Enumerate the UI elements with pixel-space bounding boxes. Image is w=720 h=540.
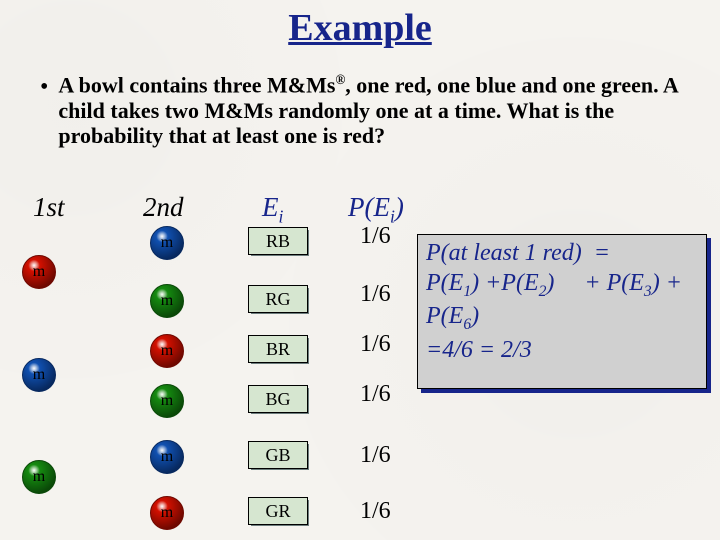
probability-2: 1/6 bbox=[360, 331, 391, 358]
event-box-label: GR bbox=[248, 497, 308, 525]
mm-ball-second-3: m bbox=[150, 384, 184, 418]
mm-label: m bbox=[22, 358, 56, 392]
mm-label: m bbox=[150, 226, 184, 260]
header-ei: Ei bbox=[262, 192, 283, 227]
probability-3: 1/6 bbox=[360, 381, 391, 408]
event-box-label: RG bbox=[248, 285, 308, 313]
problem-text: A bowl contains three M&Ms®, one red, on… bbox=[58, 72, 690, 148]
header-second-pick: 2nd bbox=[143, 192, 184, 223]
mm-ball-first-0: m bbox=[22, 255, 56, 289]
event-box-label: GB bbox=[248, 441, 308, 469]
event-box-RG: RG bbox=[248, 285, 306, 311]
bullet-dot: • bbox=[40, 75, 48, 99]
event-box-RB: RB bbox=[248, 227, 306, 253]
event-box-GR: GR bbox=[248, 497, 306, 523]
mm-ball-second-2: m bbox=[150, 334, 184, 368]
event-box-label: BG bbox=[248, 385, 308, 413]
mm-label: m bbox=[22, 460, 56, 494]
mm-ball-second-0: m bbox=[150, 226, 184, 260]
event-box-BG: BG bbox=[248, 385, 306, 411]
mm-label: m bbox=[150, 284, 184, 318]
event-box-label: RB bbox=[248, 227, 308, 255]
mm-ball-first-1: m bbox=[22, 358, 56, 392]
mm-ball-second-1: m bbox=[150, 284, 184, 318]
header-first-pick: 1st bbox=[33, 192, 65, 223]
mm-label: m bbox=[150, 334, 184, 368]
mm-label: m bbox=[150, 440, 184, 474]
event-box-GB: GB bbox=[248, 441, 306, 467]
solution-box: P(at least 1 red) =P(E1) +P(E2) + P(E3) … bbox=[417, 234, 707, 389]
slide-title: Example bbox=[0, 6, 720, 50]
mm-label: m bbox=[22, 255, 56, 289]
problem-statement: • A bowl contains three M&Ms®, one red, … bbox=[40, 72, 690, 148]
event-box-label: BR bbox=[248, 335, 308, 363]
probability-4: 1/6 bbox=[360, 442, 391, 469]
mm-ball-first-2: m bbox=[22, 460, 56, 494]
probability-1: 1/6 bbox=[360, 281, 391, 308]
mm-label: m bbox=[150, 496, 184, 530]
probability-5: 1/6 bbox=[360, 498, 391, 525]
event-box-BR: BR bbox=[248, 335, 306, 361]
mm-label: m bbox=[150, 384, 184, 418]
solution-text: P(at least 1 red) =P(E1) +P(E2) + P(E3) … bbox=[417, 234, 707, 389]
mm-ball-second-4: m bbox=[150, 440, 184, 474]
probability-0: 1/6 bbox=[360, 223, 391, 250]
mm-ball-second-5: m bbox=[150, 496, 184, 530]
